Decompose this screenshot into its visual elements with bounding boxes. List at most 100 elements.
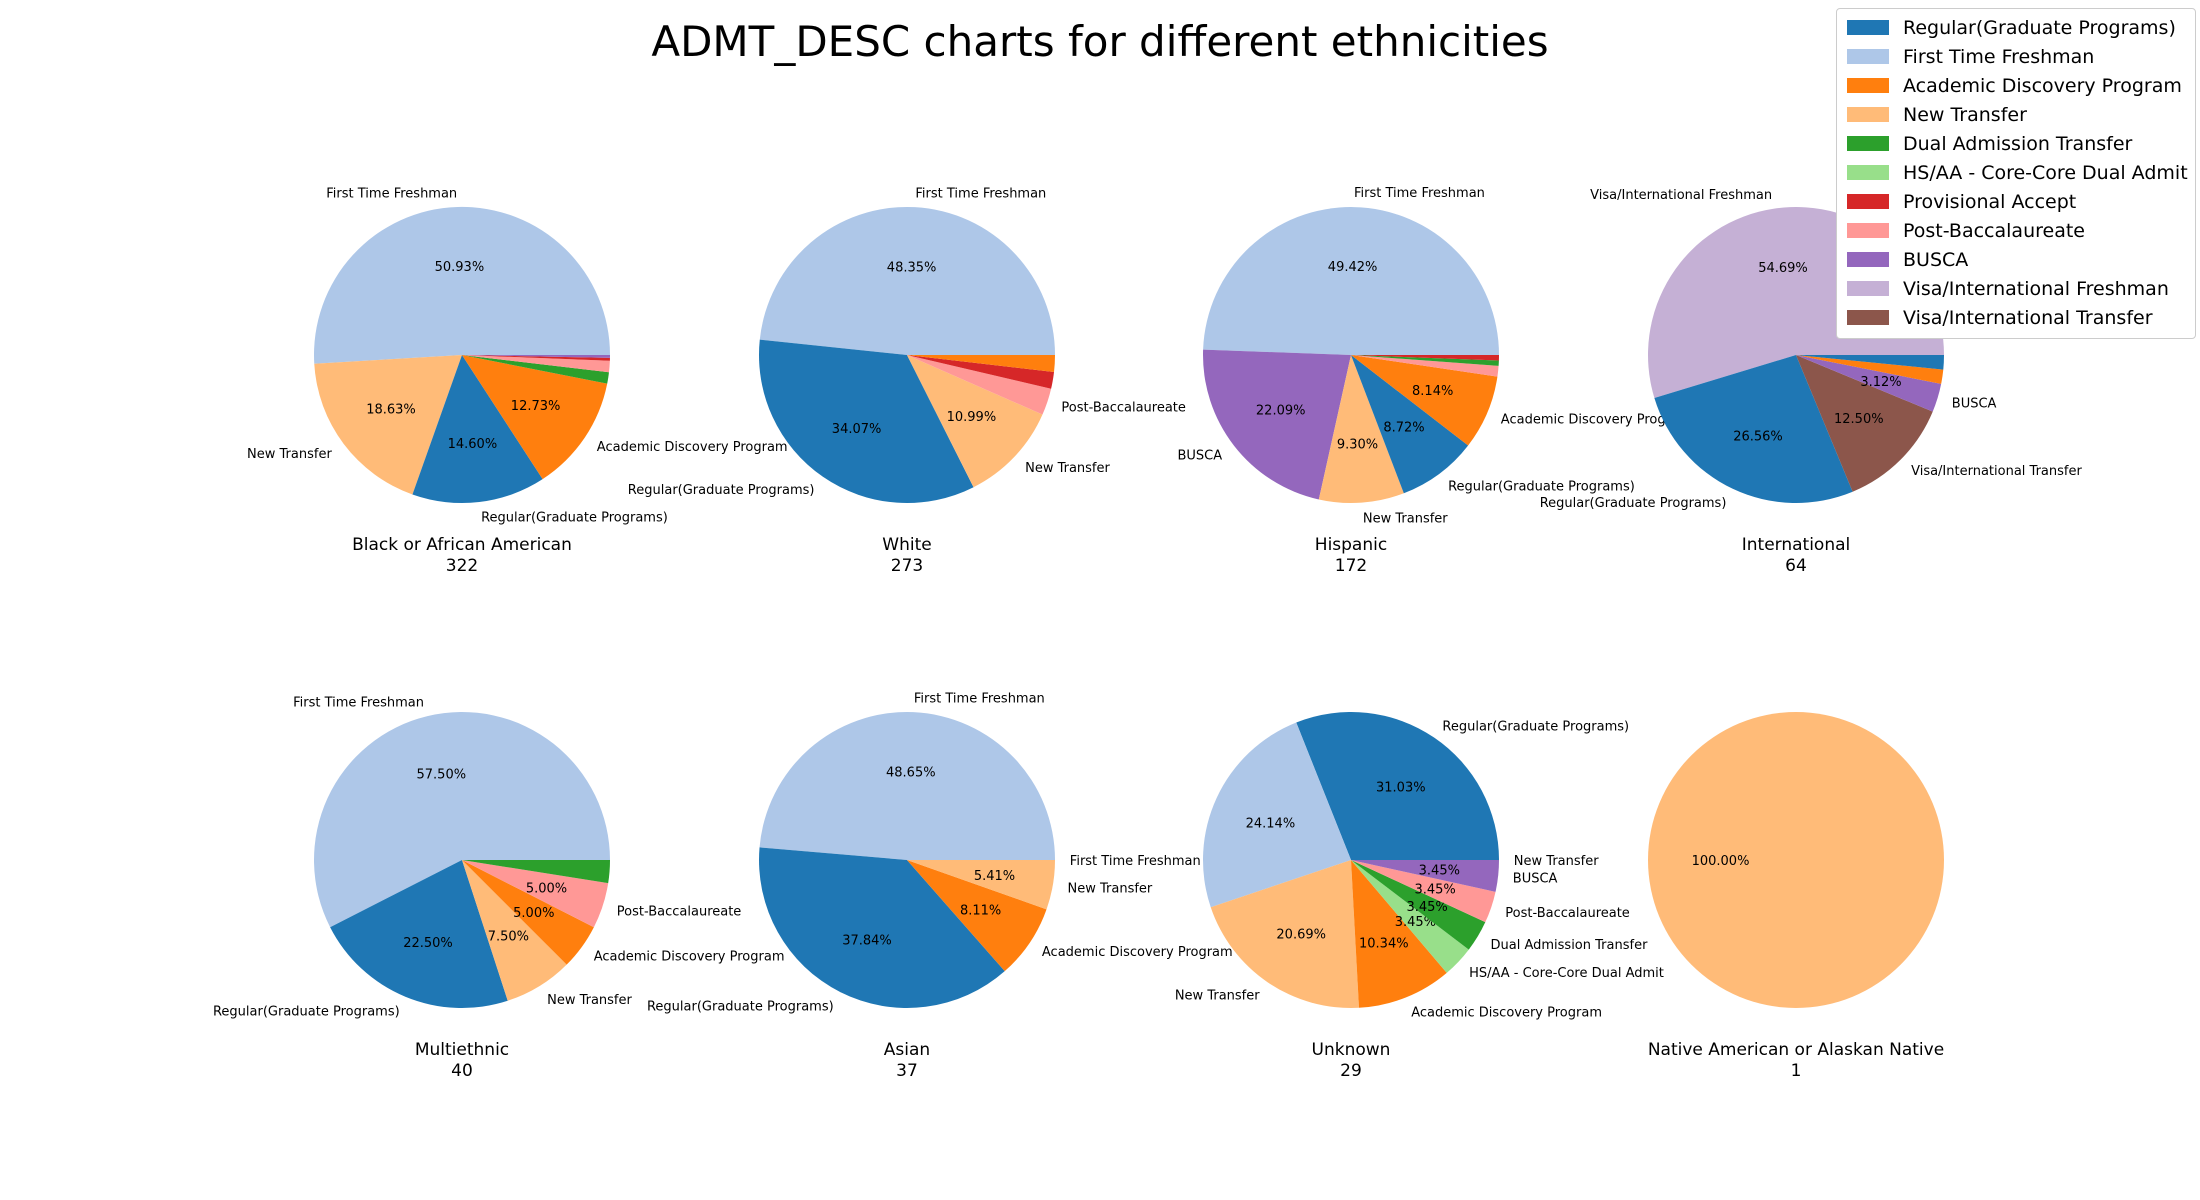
pie-slice	[1351, 355, 1499, 361]
pie-slice	[1796, 355, 1933, 492]
pie-chart: 31.03% Regular(Graduate Programs) 24.14% 20…	[1175, 712, 1664, 1081]
legend-label: Dual Admission Transfer	[1903, 132, 2133, 155]
pie-slice	[1351, 860, 1496, 923]
legend-label: Academic Discovery Program	[1903, 74, 2182, 97]
pie-count: 1	[1791, 1061, 1802, 1081]
pie-title: Black or African American	[352, 535, 572, 555]
pie-slice	[314, 355, 462, 495]
pie-percent-label: 24.14%	[1246, 817, 1296, 832]
pie-category-label: Academic Discovery Program	[1411, 1005, 1602, 1020]
legend-item: New Transfer	[1847, 100, 2185, 129]
pie-percent-label: 3.45%	[1419, 864, 1460, 879]
pie-title: Asian	[884, 1040, 930, 1060]
pie-category-label: New Transfer	[1025, 461, 1110, 476]
pie-percent-label: 100.00%	[1692, 854, 1750, 869]
pie-slice	[1203, 207, 1499, 355]
pie-slice	[1351, 860, 1486, 950]
pie-slice	[462, 860, 567, 1001]
pie-chart: 48.35% First Time Freshman 34.07% Regular(G…	[628, 186, 1186, 576]
pie-count: 29	[1340, 1061, 1362, 1081]
legend-swatch	[1847, 78, 1889, 93]
pie-category-label: Regular(Graduate Programs)	[1448, 480, 1635, 495]
pie-slice	[1210, 860, 1359, 1008]
pie-percent-label: 48.65%	[886, 765, 936, 780]
legend-label: BUSCA	[1903, 248, 1969, 271]
pie-title: International	[1742, 535, 1851, 555]
pie-category-label: New Transfer	[1514, 854, 1599, 869]
pie-slice	[1351, 860, 1469, 973]
legend-label: First Time Freshman	[1903, 45, 2095, 68]
pie-percent-label: 12.73%	[511, 399, 561, 414]
pie-count: 64	[1785, 556, 1807, 576]
pie-slice	[758, 339, 974, 504]
pie-category-label: First Time Freshman	[326, 186, 457, 201]
pie-slice	[907, 355, 1055, 372]
pie-slice	[1796, 355, 1942, 412]
legend-swatch	[1847, 107, 1889, 122]
pie-category-label: HS/AA - Core-Core Dual Admit	[1469, 966, 1664, 981]
legend-swatch	[1847, 165, 1889, 180]
pie-title: Multiethnic	[415, 1040, 509, 1060]
pie-category-label: BUSCA	[1513, 872, 1558, 887]
pie-chart: 57.50% First Time Freshman 22.50% Regular(G…	[213, 696, 785, 1081]
pie-percent-label: 10.34%	[1359, 937, 1409, 952]
pie-percent-label: 5.41%	[974, 869, 1015, 884]
pie-percent-label: 31.03%	[1376, 781, 1426, 796]
pie-slice	[907, 355, 1055, 389]
pie-percent-label: 26.56%	[1733, 429, 1783, 444]
pie-percent-label: 8.14%	[1412, 384, 1453, 399]
legend-item: Visa/International Freshman	[1847, 274, 2185, 303]
pie-category-label: Post-Baccalaureate	[1061, 401, 1186, 416]
legend-label: HS/AA - Core-Core Dual Admit	[1903, 161, 2188, 184]
legend-swatch	[1847, 223, 1889, 238]
pie-percent-label: 3.45%	[1414, 882, 1455, 897]
legend-item: Visa/International Transfer	[1847, 303, 2185, 332]
legend-item: HS/AA - Core-Core Dual Admit	[1847, 158, 2188, 187]
pie-percent-label: 3.45%	[1406, 900, 1447, 915]
figure-title: ADMT_DESC charts for different ethniciti…	[651, 17, 1548, 66]
pie-category-label: Regular(Graduate Programs)	[213, 1004, 400, 1019]
pie-category-label: Academic Discovery Program	[597, 440, 788, 455]
pie-slice	[1202, 722, 1351, 908]
pie-slice	[330, 860, 508, 1009]
legend-swatch	[1847, 136, 1889, 151]
pie-slice	[1654, 355, 1853, 503]
pie-category-label: New Transfer	[1068, 882, 1153, 897]
pie-category-label: Academic Discovery Program	[1501, 413, 1692, 428]
pie-slice	[907, 860, 1047, 972]
pie-category-label: Regular(Graduate Programs)	[1540, 496, 1727, 511]
pie-category-label: Regular(Graduate Programs)	[481, 511, 668, 526]
legend-swatch	[1847, 20, 1889, 35]
pie-percent-label: 14.60%	[448, 437, 498, 452]
pie-category-label: First Time Freshman	[915, 186, 1046, 201]
pie-category-label: Post-Baccalaureate	[617, 904, 742, 919]
pie-category-label: Regular(Graduate Programs)	[628, 483, 815, 498]
pie-slice	[1351, 355, 1499, 366]
pie-slice	[1296, 712, 1499, 860]
pie-slice	[759, 712, 1055, 860]
pie-percent-label: 3.45%	[1395, 915, 1436, 930]
pie-slice	[462, 355, 610, 373]
pie-count: 273	[891, 556, 923, 576]
pie-grid: 50.93% First Time Freshman 18.63% New Trans…	[213, 186, 2082, 1081]
legend-item: Provisional Accept	[1847, 187, 2185, 216]
pie-slice	[1796, 355, 1944, 384]
legend: Regular(Graduate Programs) First Time Fre…	[1836, 8, 2196, 339]
pie-chart: 50.93% First Time Freshman 18.63% New Trans…	[247, 186, 788, 576]
pie-category-label: New Transfer	[547, 993, 632, 1008]
pie-chart: 48.65% First Time Freshman 37.84% Regular(G…	[647, 691, 1233, 1081]
pie-slice	[462, 860, 594, 965]
pie-slice	[462, 355, 609, 384]
pie-count: 37	[896, 1061, 918, 1081]
pie-category-label: First Time Freshman	[914, 691, 1045, 706]
pie-title: Unknown	[1312, 1040, 1391, 1060]
pie-category-label: First Time Freshman	[293, 696, 424, 711]
pie-percent-label: 57.50%	[417, 768, 467, 783]
legend-swatch	[1847, 194, 1889, 209]
pie-percent-label: 48.35%	[887, 260, 937, 275]
pie-title: White	[882, 535, 931, 555]
pie-slice	[462, 355, 610, 361]
pie-slice	[314, 206, 610, 364]
pie-percent-label: 8.72%	[1383, 420, 1424, 435]
